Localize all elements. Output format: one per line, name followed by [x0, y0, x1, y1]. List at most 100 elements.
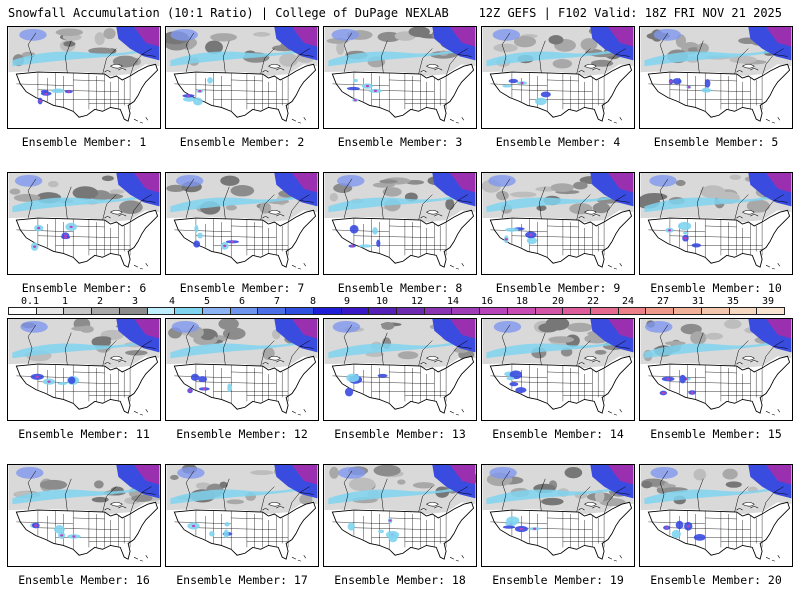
province-border [539, 478, 546, 512]
state-border [648, 229, 706, 233]
colorbar-tick-label: 3 [131, 296, 139, 307]
snow-area-northwest [644, 320, 673, 333]
snow-cover-patch [166, 184, 186, 193]
western-snow-area [526, 237, 537, 245]
snow-cover-patch [91, 336, 112, 348]
colorbar-tick-label: 1 [61, 296, 69, 307]
great-lakes [118, 506, 127, 509]
great-lakes [584, 501, 597, 507]
western-snow-core [669, 80, 673, 83]
snow-band [486, 190, 630, 213]
western-snow-core [64, 236, 68, 239]
snow-band [170, 44, 314, 67]
western-snow-area [691, 243, 702, 248]
heavy-snow-core [292, 319, 318, 339]
great-lakes [262, 216, 269, 219]
western-snow-core [34, 524, 38, 527]
province-border [287, 486, 310, 515]
snow-cover-patch [545, 319, 570, 331]
western-snow-core [72, 535, 76, 538]
great-lakes [118, 68, 127, 71]
western-snow-area [57, 381, 68, 385]
snow-cover-patch [408, 27, 430, 38]
state-border [511, 89, 593, 92]
colorbar-tick-label: 35 [726, 296, 740, 307]
caribbean-islands [449, 555, 464, 562]
colorbar-tick-label: 5 [203, 296, 211, 307]
western-snow-core [353, 98, 357, 102]
ensemble-map-panel [323, 172, 477, 275]
colorbar-tick-label: 27 [656, 296, 670, 307]
snow-cover-patch [94, 32, 105, 46]
province-border [141, 492, 156, 495]
snowfall-map [640, 319, 792, 416]
state-border [511, 235, 593, 238]
snow-cover-patch [729, 174, 741, 180]
western-snow-area [182, 96, 196, 102]
great-lakes [104, 216, 111, 219]
great-lakes [736, 508, 743, 511]
western-snow-core [529, 233, 533, 237]
great-lakes [592, 360, 601, 363]
snow-cover-patch [103, 28, 116, 40]
state-border [511, 381, 593, 384]
province-border [65, 186, 72, 220]
colorbar-swatch [700, 307, 730, 315]
state-border [490, 521, 548, 525]
us-outline [647, 501, 791, 560]
western-snow-area [376, 239, 381, 248]
western-snow-core [37, 226, 41, 230]
ensemble-member-label: Ensemble Member: 17 [176, 573, 308, 587]
western-snow-area [190, 373, 200, 381]
state-border [231, 371, 263, 374]
western-snow-area [508, 78, 519, 84]
great-lakes [578, 362, 585, 365]
snow-area-northwest [493, 320, 522, 333]
province-border [260, 486, 275, 513]
snow-area-northwest [492, 28, 521, 41]
state-border [174, 229, 232, 233]
snow-cover-patch [510, 191, 537, 198]
great-lakes [736, 70, 743, 73]
state-border [669, 527, 751, 530]
great-lakes [118, 360, 127, 363]
western-snow-area [353, 78, 358, 83]
province-border [576, 340, 591, 367]
ensemble-member-label: Ensemble Member: 15 [650, 427, 782, 441]
province-border [27, 470, 37, 511]
province-border [603, 194, 626, 223]
province-border [603, 48, 626, 77]
snow-cover-patch [567, 322, 593, 333]
us-outline [15, 209, 159, 268]
western-snow-core [686, 525, 690, 528]
snow-cover-patch [348, 477, 376, 492]
snow-cover-patch [220, 175, 240, 186]
province-border [185, 32, 195, 73]
western-snow-area [679, 374, 686, 384]
state-border [73, 371, 105, 374]
province-border [260, 194, 275, 221]
great-lakes [110, 355, 123, 361]
snow-cover-patch [252, 32, 271, 37]
province-border [697, 40, 704, 74]
us-outline [15, 355, 159, 414]
heavy-snow-core [766, 319, 792, 339]
colorbar-swatch [534, 307, 564, 315]
snow-cover-patch [548, 336, 575, 343]
colorbar-swatch [312, 307, 342, 315]
province-border [381, 186, 388, 220]
western-snow-core [519, 527, 524, 531]
province-border [299, 492, 314, 495]
western-snow-core [69, 225, 73, 229]
colorbar-swatch [590, 307, 619, 315]
ensemble-member-label: Ensemble Member: 6 [21, 281, 147, 295]
province-border [185, 470, 195, 511]
snowfall-map [166, 465, 318, 562]
province-border [141, 346, 156, 349]
colorbar-tick-label: 9 [343, 296, 351, 307]
western-snow-core [33, 245, 37, 248]
western-snow-area [388, 533, 398, 543]
province-border [223, 478, 230, 512]
province-border [27, 324, 37, 365]
snow-cover-patch [72, 186, 99, 200]
